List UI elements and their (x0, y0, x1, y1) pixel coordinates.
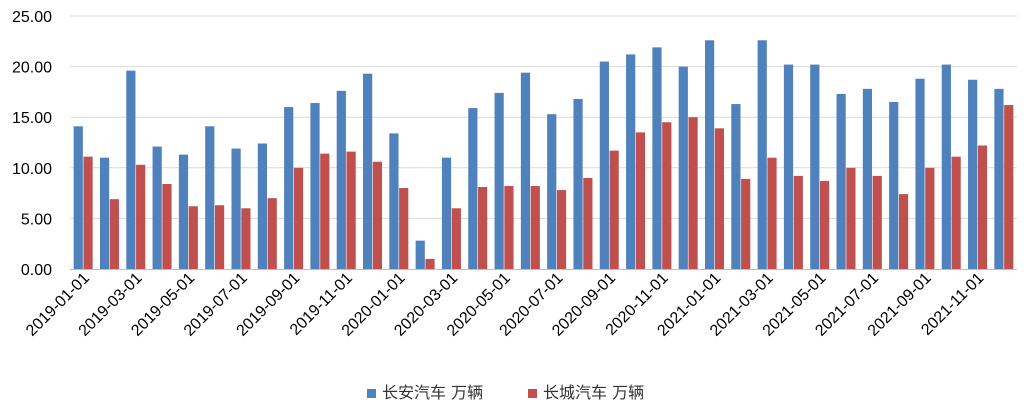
bar-changan (652, 47, 662, 269)
legend-swatch (528, 389, 537, 398)
bar-changan (889, 102, 899, 270)
bar-changan (152, 146, 162, 269)
bar-changan (915, 78, 925, 269)
bar-changan (968, 79, 978, 269)
bar-greatwall (214, 205, 225, 269)
bar-greatwall (714, 128, 724, 269)
bar-changan (783, 64, 794, 270)
bar-greatwall (846, 167, 856, 269)
bar-greatwall (583, 177, 593, 269)
bar-changan (468, 108, 478, 269)
bar-greatwall (425, 258, 435, 269)
bar-changan (205, 126, 215, 269)
bar-changan (310, 103, 320, 269)
bar-greatwall (267, 198, 277, 269)
legend-label: 长安汽车 万辆 (382, 383, 483, 402)
bar-greatwall (530, 186, 540, 269)
bar-changan (704, 40, 715, 270)
bar-changan (547, 114, 557, 269)
bar-changan (231, 148, 241, 269)
y-tick-label: 15.00 (12, 110, 52, 127)
bar-greatwall (662, 122, 672, 269)
gridlines (70, 15, 1017, 219)
bar-changan (363, 73, 373, 270)
bar-changan (994, 88, 1004, 269)
bar-greatwall (635, 132, 646, 269)
bar-greatwall (372, 161, 383, 269)
bar-changan (389, 133, 399, 269)
bar-greatwall (478, 187, 488, 269)
bar-greatwall (83, 156, 93, 269)
bar-greatwall (241, 208, 251, 269)
bar-greatwall (346, 151, 356, 269)
y-tick-label: 0.00 (21, 262, 52, 279)
bar-changan (336, 90, 346, 269)
y-tick-label: 10.00 (12, 161, 52, 178)
bar-greatwall (1004, 105, 1014, 269)
bar-greatwall (688, 117, 698, 269)
bar-changan (284, 107, 294, 269)
bar-changan (810, 64, 820, 270)
bar-changan (836, 93, 846, 269)
bar-greatwall (109, 199, 119, 269)
y-tick-label: 25.00 (12, 9, 52, 26)
legend-label: 长城汽车 万辆 (543, 383, 644, 402)
bar-changan (599, 61, 609, 269)
bar-changan (757, 40, 767, 270)
bar-greatwall (977, 145, 988, 269)
bar-greatwall (320, 153, 330, 269)
y-tick-label: 20.00 (12, 60, 52, 77)
bar-greatwall (162, 183, 172, 269)
bar-changan (941, 64, 951, 270)
bar-changan (99, 157, 110, 269)
bar-greatwall (898, 194, 909, 269)
bar-greatwall (609, 150, 619, 269)
bar-greatwall (293, 167, 304, 269)
bar-changan (862, 88, 873, 269)
bar-changan (73, 126, 83, 269)
bar-greatwall (793, 175, 803, 269)
bar-greatwall (556, 190, 567, 269)
bar-greatwall (451, 208, 461, 269)
bar-greatwall (951, 156, 961, 269)
bar-greatwall (399, 188, 409, 269)
bar-changan (678, 66, 688, 269)
bar-greatwall (504, 186, 514, 269)
bar-greatwall (925, 167, 935, 269)
bar-changan (441, 157, 452, 269)
bar-changan (573, 98, 583, 269)
bar-greatwall (136, 164, 146, 269)
x-axis-tick-labels: 2019-01-012019-03-012019-05-012019-07-01… (23, 270, 987, 340)
legend-swatch (367, 389, 376, 398)
bar-changan (257, 143, 267, 269)
bar-greatwall (767, 157, 777, 269)
legend: 长安汽车 万辆 长城汽车 万辆 (367, 383, 644, 402)
bar-greatwall (188, 206, 198, 269)
bars (73, 40, 1014, 270)
bar-changan (494, 92, 504, 269)
y-axis-tick-labels: 0.00 5.00 10.00 15.00 20.00 25.00 (12, 9, 52, 279)
y-tick-label: 5.00 (21, 211, 52, 228)
bar-changan (520, 72, 531, 269)
bar-greatwall (872, 175, 882, 269)
bar-greatwall (741, 178, 751, 269)
bar-greatwall (820, 180, 830, 269)
bar-changan (626, 54, 636, 270)
bar-changan (178, 154, 189, 269)
bar-changan (731, 104, 741, 269)
bar-changan (126, 70, 136, 269)
bar-changan (415, 240, 425, 269)
